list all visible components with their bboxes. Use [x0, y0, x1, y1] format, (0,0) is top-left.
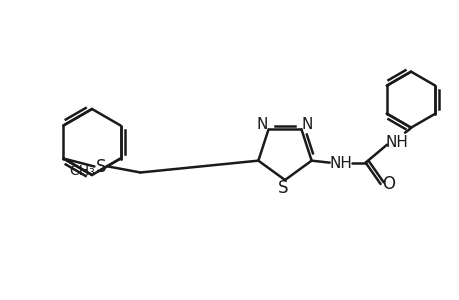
Text: S: S: [96, 158, 106, 175]
Text: N: N: [301, 117, 313, 132]
Text: NH: NH: [329, 156, 351, 171]
Text: CH₃: CH₃: [69, 164, 95, 178]
Text: O: O: [381, 175, 394, 193]
Text: NH: NH: [385, 135, 408, 150]
Text: S: S: [277, 179, 288, 197]
Text: N: N: [256, 117, 268, 132]
